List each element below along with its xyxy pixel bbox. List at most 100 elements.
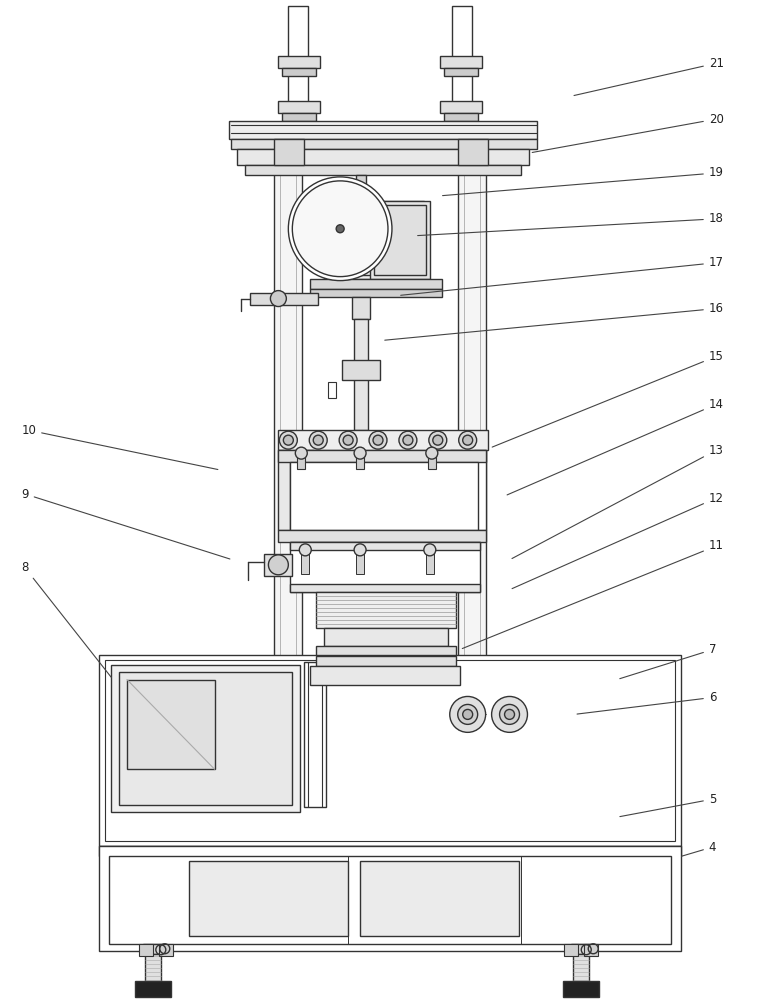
- Bar: [290, 542, 480, 550]
- Bar: [565, 944, 578, 956]
- Circle shape: [458, 704, 478, 724]
- Circle shape: [343, 435, 353, 445]
- Circle shape: [424, 544, 435, 556]
- Bar: [458, 139, 487, 165]
- Bar: [99, 846, 681, 856]
- Bar: [450, 450, 461, 530]
- Bar: [283, 68, 316, 76]
- Circle shape: [500, 704, 520, 724]
- Bar: [329, 205, 420, 275]
- Bar: [127, 680, 215, 769]
- Bar: [99, 846, 681, 951]
- Circle shape: [399, 431, 417, 449]
- Bar: [316, 646, 456, 656]
- Bar: [139, 944, 153, 956]
- Bar: [290, 462, 478, 530]
- Circle shape: [373, 435, 383, 445]
- Bar: [231, 139, 537, 149]
- Circle shape: [299, 544, 311, 556]
- Text: 12: 12: [512, 492, 724, 589]
- Bar: [297, 453, 306, 469]
- Text: 5: 5: [620, 793, 716, 817]
- Bar: [303, 450, 314, 530]
- Circle shape: [309, 431, 327, 449]
- Circle shape: [429, 431, 447, 449]
- Circle shape: [354, 544, 366, 556]
- Circle shape: [403, 435, 413, 445]
- Circle shape: [354, 447, 366, 459]
- Circle shape: [504, 709, 514, 719]
- Bar: [474, 450, 486, 530]
- Bar: [310, 666, 460, 685]
- Circle shape: [313, 435, 323, 445]
- Bar: [571, 944, 591, 954]
- Circle shape: [491, 696, 527, 732]
- Circle shape: [283, 435, 293, 445]
- Bar: [356, 550, 364, 574]
- Bar: [440, 101, 481, 113]
- Bar: [352, 297, 370, 319]
- Bar: [354, 319, 368, 430]
- Circle shape: [296, 447, 307, 459]
- Text: 21: 21: [574, 57, 724, 96]
- Bar: [278, 101, 320, 113]
- Bar: [159, 944, 173, 956]
- Bar: [329, 382, 336, 398]
- Circle shape: [458, 431, 477, 449]
- Bar: [111, 665, 300, 812]
- Bar: [228, 121, 537, 139]
- Circle shape: [268, 555, 288, 575]
- Bar: [237, 149, 529, 165]
- Bar: [145, 954, 160, 984]
- Bar: [324, 628, 448, 646]
- Bar: [304, 662, 326, 807]
- Bar: [356, 175, 366, 203]
- Bar: [316, 592, 456, 628]
- Bar: [324, 201, 424, 279]
- Text: 9: 9: [21, 488, 230, 559]
- Text: 18: 18: [418, 212, 724, 236]
- Bar: [310, 289, 442, 297]
- Bar: [310, 279, 442, 289]
- Bar: [301, 550, 309, 574]
- Bar: [563, 981, 599, 997]
- Text: 19: 19: [442, 166, 724, 196]
- Bar: [283, 113, 316, 121]
- Circle shape: [339, 431, 357, 449]
- Bar: [356, 453, 364, 469]
- Bar: [99, 655, 681, 846]
- Bar: [428, 453, 435, 469]
- Circle shape: [426, 447, 438, 459]
- Text: 6: 6: [577, 691, 717, 714]
- Bar: [426, 550, 434, 574]
- Bar: [444, 113, 478, 121]
- Bar: [251, 293, 319, 305]
- Bar: [278, 530, 486, 542]
- Bar: [370, 201, 430, 279]
- Bar: [316, 656, 456, 666]
- Bar: [278, 450, 486, 462]
- Circle shape: [433, 435, 443, 445]
- Bar: [119, 672, 293, 805]
- Text: 20: 20: [533, 113, 724, 152]
- Circle shape: [369, 431, 387, 449]
- Bar: [274, 139, 304, 165]
- Bar: [458, 149, 486, 847]
- Text: 17: 17: [400, 256, 724, 295]
- Bar: [444, 68, 478, 76]
- Circle shape: [288, 177, 392, 281]
- Bar: [342, 360, 380, 380]
- Bar: [278, 450, 290, 530]
- Text: 4: 4: [681, 841, 717, 856]
- Circle shape: [280, 431, 297, 449]
- Bar: [573, 954, 589, 984]
- Bar: [278, 430, 487, 450]
- Bar: [290, 584, 480, 592]
- Text: 13: 13: [512, 444, 724, 559]
- Bar: [274, 149, 303, 847]
- Circle shape: [463, 435, 473, 445]
- Bar: [105, 660, 675, 841]
- Text: 14: 14: [507, 398, 724, 495]
- Bar: [244, 165, 522, 175]
- Bar: [264, 554, 293, 576]
